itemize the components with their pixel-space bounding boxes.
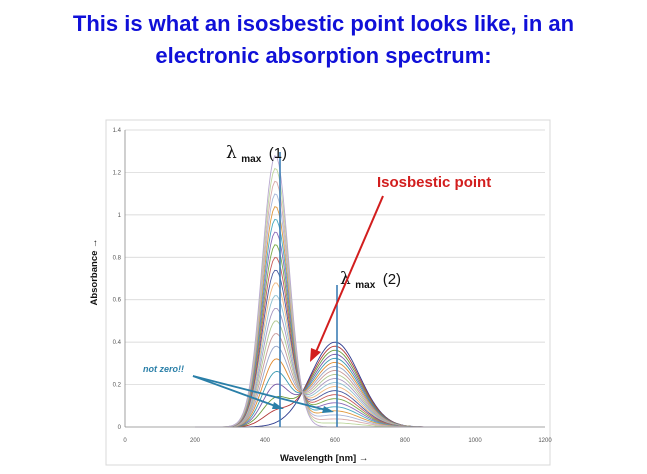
slide-title-line-1: This is what an isosbestic point looks l… xyxy=(72,11,575,36)
x-tick-labels: 0 200 400 600 800 1000 1200 xyxy=(123,438,552,444)
x-tick-label: 1000 xyxy=(468,438,482,444)
not-zero-arrowhead-1 xyxy=(272,402,284,409)
isosbestic-label: Isosbestic point xyxy=(377,174,491,191)
x-tick-label: 400 xyxy=(260,438,271,444)
lambda-max-2-label: λ max (2) xyxy=(340,269,401,292)
x-tick-label: 800 xyxy=(400,438,411,444)
lambda-max-1-label: λ max (1) xyxy=(226,143,287,166)
lambda-symbol-1: λ xyxy=(226,143,237,163)
isosbestic-arrowhead xyxy=(310,348,321,362)
y-tick-label: 0.4 xyxy=(113,340,122,346)
y-axis-title: Absorbance → xyxy=(89,238,100,305)
spectrum-series-line xyxy=(195,282,460,428)
y-tick-label: 1.2 xyxy=(113,170,122,176)
not-zero-arrowhead-2 xyxy=(322,406,334,413)
spectrum-series-line xyxy=(195,231,460,428)
x-tick-label: 1200 xyxy=(538,438,552,444)
y-tick-label: 0.2 xyxy=(113,383,122,389)
slide-title-line-2: electronic absorption spectrum: xyxy=(155,43,492,68)
y-tick-label: 0 xyxy=(118,425,122,431)
lambda-num-1: (1) xyxy=(269,145,287,162)
chart-frame xyxy=(105,119,551,466)
y-tick-label: 0.8 xyxy=(113,255,122,261)
y-tick-label: 1.4 xyxy=(113,128,122,134)
not-zero-arrow-1 xyxy=(192,375,279,408)
x-tick-label: 200 xyxy=(190,438,201,444)
lambda-num-2: (2) xyxy=(383,271,401,288)
gridlines xyxy=(125,129,545,385)
lambda-symbol-2: λ xyxy=(340,269,351,289)
spectrum-series-line xyxy=(195,180,460,428)
y-tick-labels: 0 0.2 0.4 0.6 0.8 1 1.2 1.4 xyxy=(113,128,122,431)
lambda-sub-2: max xyxy=(355,280,375,291)
x-tick-label: 600 xyxy=(330,438,341,444)
isosbestic-arrow xyxy=(315,195,384,353)
spectrum-series-line xyxy=(195,206,460,428)
lambda-sub-1: max xyxy=(241,154,261,165)
y-tick-label: 0.6 xyxy=(113,298,122,304)
slide-title: This is what an isosbestic point looks l… xyxy=(0,8,647,72)
x-tick-label: 0 xyxy=(123,438,127,444)
spectrum-series-line xyxy=(195,244,460,428)
y-tick-label: 1 xyxy=(118,213,122,219)
x-axis-title: Wavelength [nm] → xyxy=(280,453,368,464)
not-zero-arrow-2 xyxy=(192,375,327,411)
not-zero-label: not zero!! xyxy=(143,364,184,374)
